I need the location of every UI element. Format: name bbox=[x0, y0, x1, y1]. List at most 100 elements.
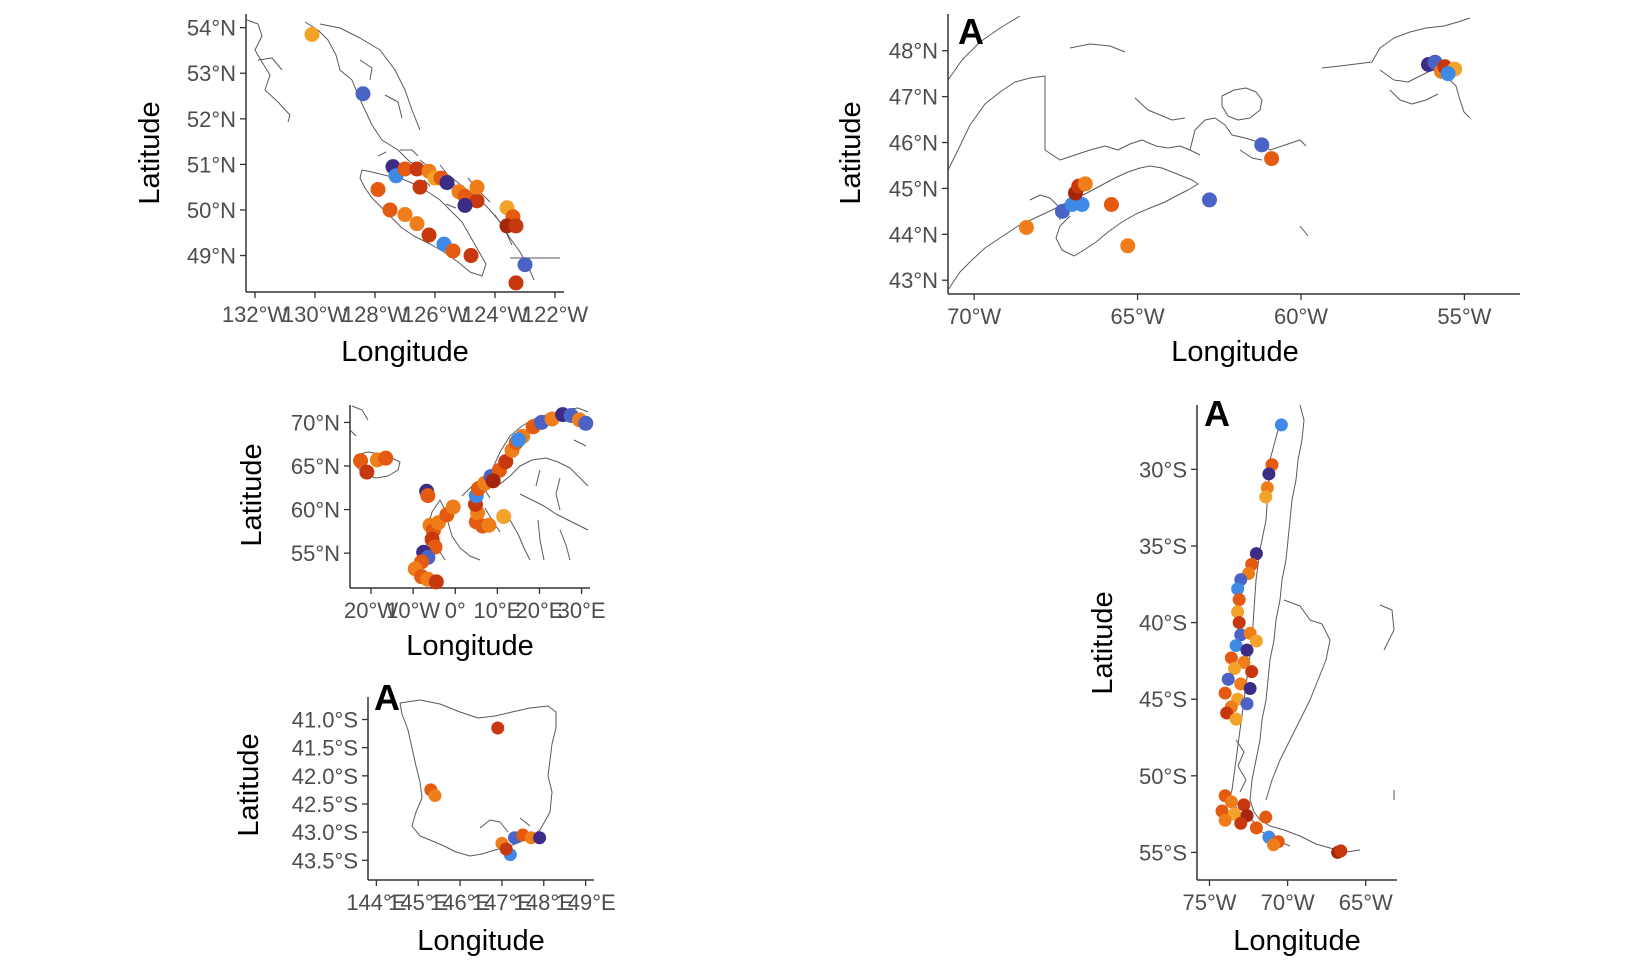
sample-point bbox=[1240, 643, 1254, 657]
sample-point bbox=[463, 248, 479, 264]
y-tick-label: 49°N bbox=[187, 244, 236, 269]
x-axis-title-bc: Longitude bbox=[341, 336, 468, 368]
x-tick-label: 126°W bbox=[402, 302, 469, 327]
sample-point bbox=[378, 450, 394, 466]
sample-point bbox=[1267, 838, 1281, 852]
y-tick-label: 55°S bbox=[1139, 840, 1187, 865]
sample-point bbox=[1228, 662, 1241, 676]
axis-ticks-bc: 54°N53°N52°N51°N50°N49°N132°W130°W128°W1… bbox=[187, 16, 589, 327]
y-tick-label: 44°N bbox=[889, 222, 938, 247]
x-tick-label: 146°E bbox=[430, 890, 490, 915]
sample-point bbox=[1018, 219, 1034, 235]
sample-point bbox=[409, 216, 425, 232]
sample-point bbox=[1103, 196, 1119, 212]
sample-point bbox=[370, 181, 386, 197]
y-tick-label: 50°S bbox=[1139, 764, 1187, 789]
sample-point bbox=[304, 27, 320, 43]
sample-point bbox=[409, 161, 425, 177]
sample-point bbox=[1231, 605, 1245, 619]
sample-point bbox=[1201, 192, 1217, 208]
sample-point bbox=[421, 227, 437, 243]
sample-point bbox=[359, 464, 375, 480]
sample-point bbox=[1224, 795, 1238, 809]
x-tick-label: 55°W bbox=[1437, 304, 1491, 329]
x-tick-label: 148°E bbox=[514, 890, 574, 915]
axis-ticks-europe: 70°N 65°N 60°N 55°N 20°W10°W 0° 10°E20°E30°E bbox=[291, 410, 606, 623]
y-tick-label: 42.0°S bbox=[292, 764, 358, 789]
y-tick-label: 50°N bbox=[187, 198, 236, 223]
x-tick-label: 10°E bbox=[473, 598, 521, 623]
x-tick-label: 149°E bbox=[556, 890, 616, 915]
sample-point bbox=[1232, 616, 1246, 630]
sample-point bbox=[1074, 196, 1090, 212]
x-axis-title-atlantic: Longitude bbox=[1171, 336, 1298, 368]
x-tick-label: 20°E bbox=[515, 598, 563, 623]
sample-point bbox=[485, 473, 501, 489]
sample-point bbox=[481, 517, 497, 533]
x-tick-label: 20°W bbox=[344, 598, 398, 623]
sample-point bbox=[496, 509, 512, 525]
sample-point bbox=[353, 453, 369, 469]
sample-point bbox=[428, 789, 442, 803]
sample-point bbox=[445, 243, 461, 259]
y-tick-label: 70°N bbox=[291, 410, 340, 435]
sample-point bbox=[397, 207, 413, 223]
sample-point bbox=[499, 842, 513, 856]
sample-point bbox=[1224, 651, 1238, 665]
sample-point bbox=[1334, 844, 1348, 858]
sample-point bbox=[1218, 686, 1232, 700]
sample-point bbox=[1440, 66, 1456, 82]
axis-ticks-atlantic: 48°N 47°N 46°N 45°N 44°N 43°N 70°W 65°W 60°W 55°W bbox=[889, 39, 1492, 329]
sample-point bbox=[517, 257, 533, 273]
y-tick-label: 30°S bbox=[1139, 457, 1187, 482]
sample-point bbox=[1231, 582, 1245, 596]
y-tick-label: 65°N bbox=[291, 454, 340, 479]
y-tick-label: 45°S bbox=[1139, 687, 1187, 712]
sample-point bbox=[533, 831, 547, 845]
x-tick-label: 122°W bbox=[522, 302, 589, 327]
sample-point bbox=[1245, 665, 1259, 679]
sample-point bbox=[1237, 798, 1251, 812]
sample-point bbox=[1249, 634, 1263, 648]
sample-point bbox=[1249, 821, 1263, 835]
sample-point bbox=[1259, 490, 1273, 504]
sample-point bbox=[1234, 816, 1248, 830]
axis-ticks-tasmania: 41.0°S 41.5°S 42.0°S 42.5°S 43.0°S 43.5°S 144°… bbox=[292, 708, 616, 915]
points-tasmania bbox=[424, 721, 547, 862]
sample-point bbox=[1220, 706, 1234, 720]
sample-point bbox=[397, 161, 413, 177]
y-tick-label: 47°N bbox=[889, 85, 938, 110]
y-tick-label: 45°N bbox=[889, 176, 938, 201]
y-axis-title-chile: Latitude bbox=[1087, 591, 1119, 694]
x-tick-label: 70°W bbox=[1261, 890, 1315, 915]
x-axis-title-chile: Longitude bbox=[1233, 925, 1360, 957]
sample-point bbox=[439, 175, 455, 191]
y-tick-label: 41.0°S bbox=[292, 708, 358, 733]
y-tick-label: 46°N bbox=[889, 131, 938, 156]
y-tick-label: 42.5°S bbox=[292, 792, 358, 817]
sample-point bbox=[1262, 467, 1276, 481]
sample-point bbox=[1274, 418, 1288, 432]
points-chile bbox=[1215, 418, 1348, 859]
sample-point bbox=[457, 197, 473, 213]
x-tick-label: 132°W bbox=[222, 302, 289, 327]
points-europe bbox=[353, 407, 594, 590]
y-tick-label: 40°S bbox=[1139, 611, 1187, 636]
sample-point bbox=[1228, 807, 1241, 821]
y-tick-label: 53°N bbox=[187, 61, 236, 86]
sample-point bbox=[491, 721, 505, 735]
sample-point bbox=[1264, 151, 1280, 167]
x-tick-label: 65°W bbox=[1339, 890, 1393, 915]
axis-ticks-chile: 30°S 35°S 40°S 45°S 50°S 55°S 75°W 70°W 65°W bbox=[1139, 457, 1393, 915]
sample-point bbox=[427, 539, 443, 555]
sample-point bbox=[1120, 238, 1136, 254]
sample-point bbox=[1259, 810, 1273, 824]
sample-point bbox=[1229, 639, 1243, 653]
sample-point bbox=[510, 432, 526, 448]
sample-point bbox=[355, 86, 371, 102]
x-tick-label: 65°W bbox=[1111, 304, 1165, 329]
sample-point bbox=[1254, 137, 1270, 153]
x-tick-label: 124°W bbox=[462, 302, 529, 327]
